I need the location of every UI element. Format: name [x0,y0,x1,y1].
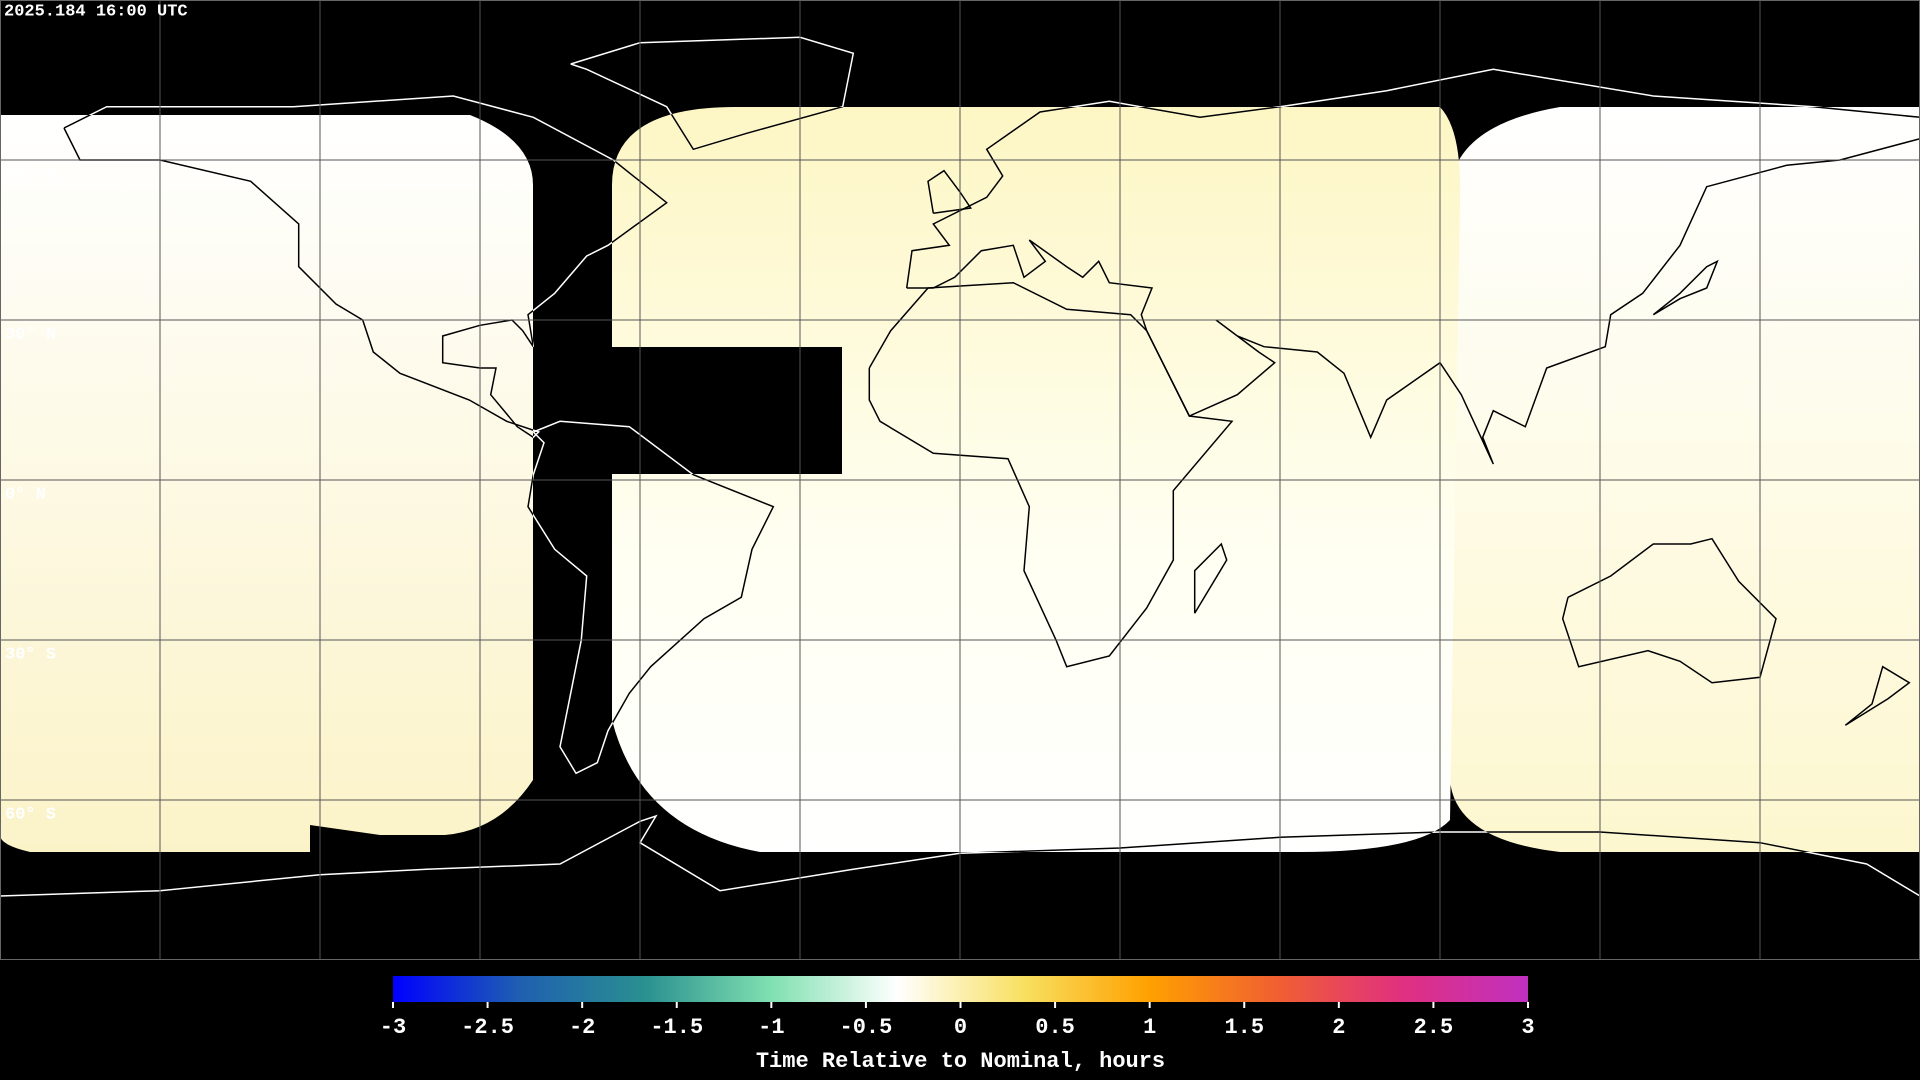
coastline [905,107,1920,465]
coverage-west [0,115,533,852]
coastline [1561,537,1777,684]
graticule [0,0,1920,960]
latitude-label: 60° N [5,165,56,184]
colorbar-tick-label: 1.5 [1224,1015,1264,1040]
latitude-labels: 60° N 30° N 0° N 30° S 60° S [5,165,56,824]
latitude-label: 60° S [5,805,56,824]
colorbar-tick-label: 2 [1332,1015,1345,1040]
colorbar: -3 -2.5 -2 -1.5 -1 -0.5 0 0.5 1 1.5 2 2.5 3 Time Rela… [380,976,1535,1074]
colorbar-tick-label: -2 [569,1015,595,1040]
coastline [1193,542,1228,614]
colorbar-tick-label: 3 [1521,1015,1534,1040]
colorbar-gradient [393,976,1528,1002]
colorbar-tick-label: 0 [954,1015,967,1040]
colorbar-tick-label: -2.5 [461,1015,514,1040]
latitude-label: 30° S [5,645,56,664]
colorbar-tick-label: -3 [380,1015,406,1040]
colorbar-tick-label: -0.5 [840,1015,893,1040]
colorbar-tick-label: 0.5 [1035,1015,1075,1040]
coastline [0,814,1920,852]
coastline [1844,665,1911,726]
colorbar-tick-label: 2.5 [1414,1015,1454,1040]
timestamp: 2025.184 16:00 UTC [4,2,188,21]
coastline [927,169,972,215]
coastline [868,281,1234,668]
latitude-label: 30° N [5,325,56,344]
colorbar-title: Time Relative to Nominal, hours [756,1049,1165,1074]
coastline [570,107,855,151]
latitude-label: 0° N [5,485,46,504]
coastline [1652,259,1719,316]
colorbar-tick-label: -1.5 [650,1015,703,1040]
colorbar-tick-label: -1 [758,1015,784,1040]
colorbar-tick-label: 1 [1143,1015,1156,1040]
